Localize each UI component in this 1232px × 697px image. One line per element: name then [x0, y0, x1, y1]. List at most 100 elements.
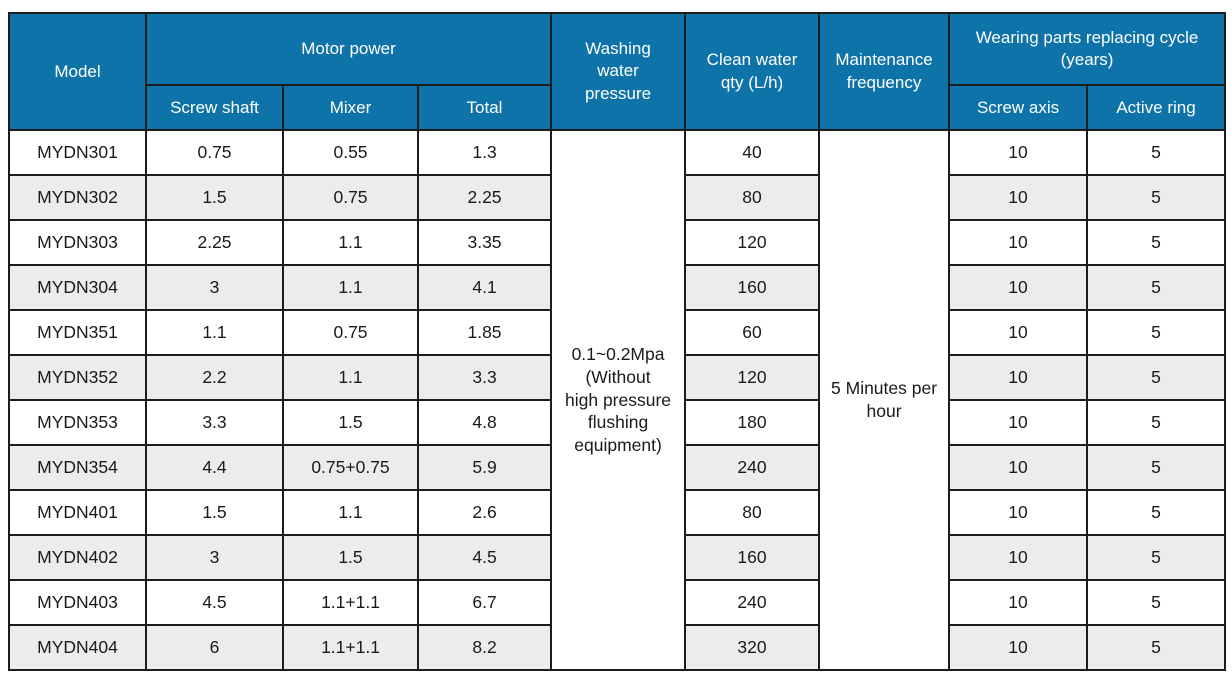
clean-water-qty-cell: 160 — [684, 534, 821, 581]
active-ring-cell: 5 — [1086, 354, 1227, 401]
active-ring-cell: 5 — [1086, 309, 1227, 356]
screw-axis-cell: 10 — [948, 624, 1089, 671]
model-cell: MYDN353 — [8, 399, 147, 446]
screw-shaft-cell: 1.5 — [145, 489, 284, 536]
clean-water-qty-cell: 40 — [684, 129, 821, 176]
header-screw-shaft: Screw shaft — [145, 84, 284, 131]
model-cell: MYDN302 — [8, 174, 147, 221]
mixer-cell: 0.55 — [282, 129, 419, 176]
mixer-cell: 1.1+1.1 — [282, 579, 419, 626]
model-cell: MYDN352 — [8, 354, 147, 401]
model-cell: MYDN354 — [8, 444, 147, 491]
active-ring-cell: 5 — [1086, 534, 1227, 581]
screw-axis-cell: 10 — [948, 174, 1089, 221]
active-ring-cell: 5 — [1086, 264, 1227, 311]
screw-shaft-cell: 2.2 — [145, 354, 284, 401]
total-cell: 4.1 — [416, 264, 553, 311]
header-active-ring: Active ring — [1086, 84, 1227, 131]
mixer-cell: 1.5 — [282, 534, 419, 581]
total-cell: 6.7 — [416, 579, 553, 626]
active-ring-cell: 5 — [1086, 129, 1227, 176]
clean-water-qty-cell: 80 — [684, 174, 821, 221]
active-ring-cell: 5 — [1086, 174, 1227, 221]
header-motor-power: Motor power — [144, 12, 553, 86]
active-ring-cell: 5 — [1086, 489, 1227, 536]
mixer-cell: 1.1 — [282, 354, 419, 401]
total-cell: 5.9 — [416, 444, 553, 491]
clean-water-qty-cell: 320 — [684, 624, 821, 671]
table-body: MYDN301 0.75 0.55 1.3 0.1~0.2Mpa (Without hi… — [8, 129, 1227, 671]
mixer-cell: 1.5 — [282, 399, 419, 446]
header-maintenance-frequency: Maintenance frequency — [818, 12, 951, 131]
screw-shaft-cell: 6 — [145, 624, 284, 671]
header-clean-water-qty: Clean water qty (L/h) — [684, 12, 821, 131]
total-cell: 4.8 — [416, 399, 553, 446]
screw-axis-cell: 10 — [948, 489, 1089, 536]
table-row: MYDN304 3 1.1 4.1 160 10 5 — [8, 264, 1227, 311]
clean-water-qty-cell: 240 — [684, 579, 821, 626]
table-row: MYDN403 4.5 1.1+1.1 6.7 240 10 5 — [8, 579, 1227, 626]
table-row: MYDN404 6 1.1+1.1 8.2 320 10 5 — [8, 624, 1227, 671]
table-row: MYDN351 1.1 0.75 1.85 60 10 5 — [8, 309, 1227, 356]
clean-water-qty-cell: 160 — [684, 264, 821, 311]
screw-axis-cell: 10 — [948, 534, 1089, 581]
active-ring-cell: 5 — [1086, 579, 1227, 626]
screw-shaft-cell: 0.75 — [145, 129, 284, 176]
active-ring-cell: 5 — [1086, 624, 1227, 671]
header-wearing-parts: Wearing parts replacing cycle (years) — [948, 12, 1227, 86]
model-cell: MYDN351 — [8, 309, 147, 356]
active-ring-cell: 5 — [1086, 219, 1227, 266]
screw-shaft-cell: 1.5 — [145, 174, 284, 221]
header-model: Model — [8, 12, 147, 131]
table-row: MYDN401 1.5 1.1 2.6 80 10 5 — [8, 489, 1227, 536]
table-row: MYDN301 0.75 0.55 1.3 0.1~0.2Mpa (Without hi… — [8, 129, 1227, 671]
screw-shaft-cell: 3 — [145, 534, 284, 581]
header-screw-axis: Screw axis — [948, 84, 1089, 131]
table-row: MYDN402 3 1.5 4.5 160 10 5 — [8, 534, 1227, 581]
screw-shaft-cell: 1.1 — [145, 309, 284, 356]
total-cell: 2.6 — [416, 489, 553, 536]
model-cell: MYDN404 — [8, 624, 147, 671]
mixer-cell: 1.1+1.1 — [282, 624, 419, 671]
table-row: MYDN302 1.5 0.75 2.25 80 10 5 — [8, 174, 1227, 221]
mixer-cell: 0.75 — [282, 174, 419, 221]
mixer-cell: 0.75+0.75 — [282, 444, 419, 491]
clean-water-qty-cell: 180 — [684, 399, 821, 446]
total-cell: 1.85 — [416, 309, 553, 356]
model-cell: MYDN303 — [8, 219, 147, 266]
screw-axis-cell: 10 — [948, 129, 1089, 176]
screw-axis-cell: 10 — [948, 219, 1089, 266]
clean-water-qty-cell: 120 — [684, 219, 821, 266]
screw-shaft-cell: 4.5 — [145, 579, 284, 626]
total-cell: 3.35 — [416, 219, 553, 266]
screw-axis-cell: 10 — [948, 309, 1089, 356]
screw-axis-cell: 10 — [948, 579, 1089, 626]
total-cell: 4.5 — [416, 534, 553, 581]
model-cell: MYDN401 — [8, 489, 147, 536]
screw-axis-cell: 10 — [948, 264, 1089, 311]
table-row: MYDN354 4.4 0.75+0.75 5.9 240 10 5 — [8, 444, 1227, 491]
clean-water-qty-cell: 120 — [684, 354, 821, 401]
table-row: MYDN303 2.25 1.1 3.35 120 10 5 — [8, 219, 1227, 266]
active-ring-cell: 5 — [1086, 444, 1227, 491]
screw-shaft-cell: 4.4 — [145, 444, 284, 491]
model-cell: MYDN304 — [8, 264, 147, 311]
header-washing-water-pressure: Washing water pressure — [550, 12, 687, 131]
mixer-cell: 1.1 — [282, 489, 419, 536]
clean-water-qty-cell: 60 — [684, 309, 821, 356]
active-ring-cell: 5 — [1086, 399, 1227, 446]
total-cell: 2.25 — [416, 174, 553, 221]
screw-axis-cell: 10 — [948, 399, 1089, 446]
table-row: MYDN352 2.2 1.1 3.3 120 10 5 — [8, 354, 1227, 401]
model-cell: MYDN301 — [8, 129, 147, 176]
header-row-top: Model Motor power Washing water pressure… — [8, 12, 1227, 131]
table-row: MYDN353 3.3 1.5 4.8 180 10 5 — [8, 399, 1227, 446]
header-mixer: Mixer — [282, 84, 419, 131]
maintenance-frequency-cell: 5 Minutes per hour — [818, 129, 951, 671]
screw-axis-cell: 10 — [948, 354, 1089, 401]
total-cell: 1.3 — [416, 129, 553, 176]
header-row-sub: Screw shaft Mixer Total Screw axis Activ… — [9, 84, 1227, 131]
model-cell: MYDN402 — [8, 534, 147, 581]
table-header: Model Motor power Washing water pressure… — [8, 12, 1227, 131]
